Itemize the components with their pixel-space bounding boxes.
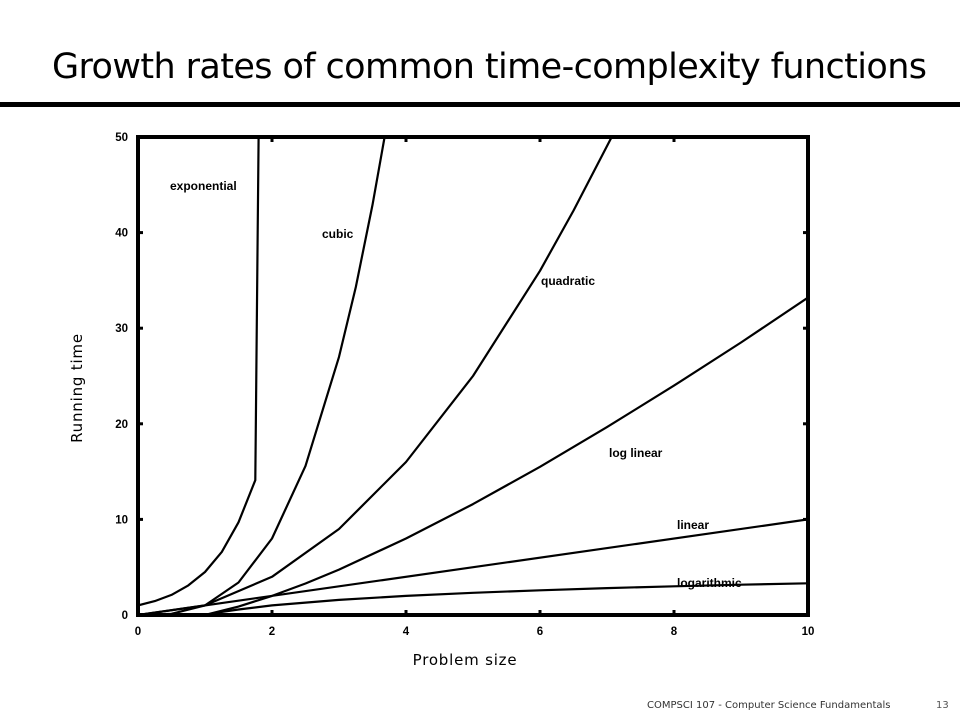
series-line-logarithmic (204, 582, 808, 615)
y-axis-label: Running time (68, 333, 86, 443)
series-line-linear (138, 518, 808, 615)
series-label-quadratic: quadratic (541, 274, 595, 288)
series-line-cubic (138, 137, 386, 615)
series-label-linear: linear (677, 518, 709, 532)
x-axis-label: Problem size (412, 651, 518, 669)
y-tick-label-30: 30 (115, 323, 128, 335)
x-tick-label-10: 10 (802, 626, 815, 638)
series-label-logarithmic: logarithmic (677, 576, 742, 590)
title-divider (0, 102, 960, 107)
series-line-quadratic (138, 137, 613, 615)
x-tick-label-4: 4 (403, 626, 410, 638)
x-tick-label-6: 6 (537, 626, 543, 638)
y-tick-label-40: 40 (115, 228, 128, 240)
x-tick-label-2: 2 (269, 626, 275, 638)
x-tick-label-0: 0 (135, 626, 141, 638)
page-number: 13 (936, 700, 949, 711)
series-label-log-linear: log linear (609, 446, 663, 460)
y-tick-label-50: 50 (115, 132, 128, 144)
x-tick-label-8: 8 (671, 626, 678, 638)
plot-frame (136, 135, 810, 617)
series-line-log-linear (204, 296, 808, 615)
y-tick-label-10: 10 (115, 514, 128, 526)
footer-text: COMPSCI 107 - Computer Science Fundament… (647, 700, 891, 711)
series-line-exponential (138, 137, 260, 607)
series-label-exponential: exponential (170, 179, 237, 193)
series-label-cubic: cubic (322, 227, 354, 241)
y-tick-label-0: 0 (122, 610, 128, 622)
y-tick-label-20: 20 (115, 419, 128, 431)
slide-title: Growth rates of common time-complexity f… (52, 47, 927, 87)
